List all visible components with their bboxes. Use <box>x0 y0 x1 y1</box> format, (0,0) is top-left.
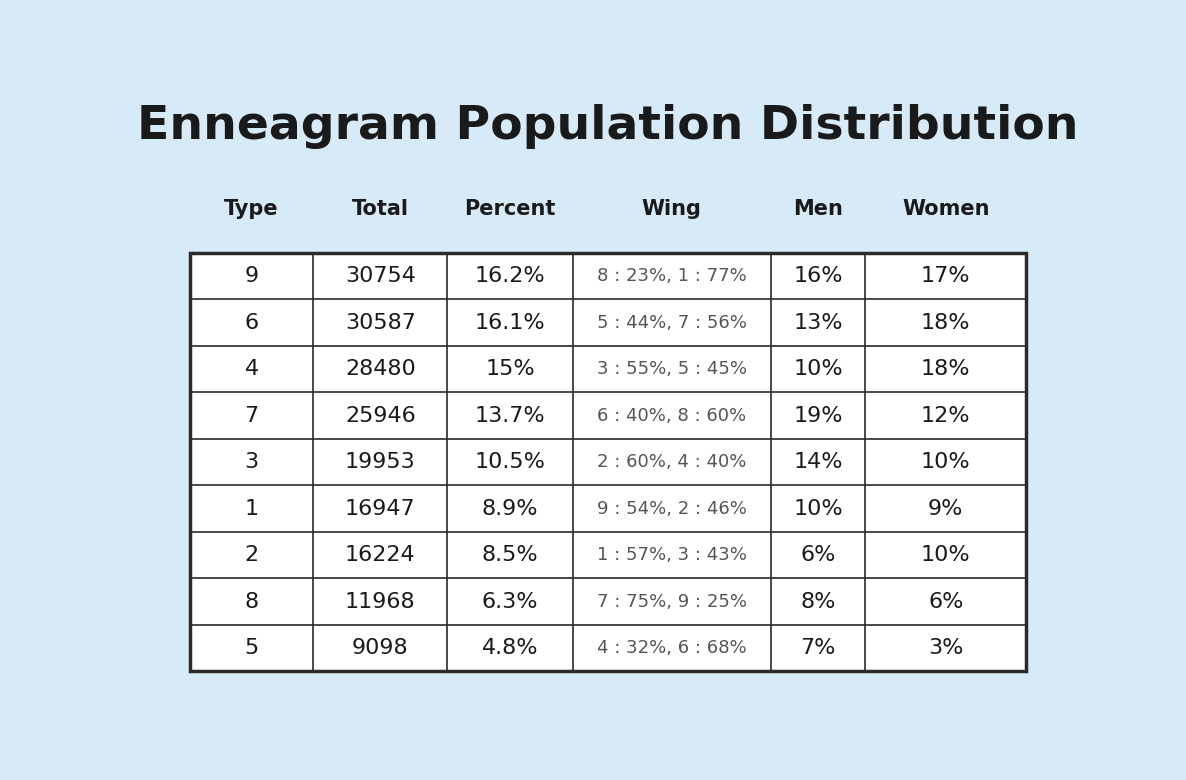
Text: 4: 4 <box>244 359 259 379</box>
Text: 8: 8 <box>244 591 259 612</box>
Text: 28480: 28480 <box>345 359 415 379</box>
Text: 19953: 19953 <box>345 452 415 472</box>
Text: Enneagram Population Distribution: Enneagram Population Distribution <box>138 105 1078 149</box>
Text: Men: Men <box>793 199 843 219</box>
Text: 9 : 54%, 2 : 46%: 9 : 54%, 2 : 46% <box>597 499 747 518</box>
Text: 30754: 30754 <box>345 266 416 286</box>
Text: 1: 1 <box>244 498 259 519</box>
Text: 17%: 17% <box>922 266 970 286</box>
Text: 13.7%: 13.7% <box>474 406 546 426</box>
Text: 10%: 10% <box>793 359 843 379</box>
Text: 2 : 60%, 4 : 40%: 2 : 60%, 4 : 40% <box>597 453 746 471</box>
Text: 30587: 30587 <box>345 313 416 332</box>
Text: Percent: Percent <box>464 199 556 219</box>
Text: 8.5%: 8.5% <box>482 545 538 565</box>
Text: 6 : 40%, 8 : 60%: 6 : 40%, 8 : 60% <box>598 406 746 424</box>
Text: 9%: 9% <box>929 498 963 519</box>
Text: 16224: 16224 <box>345 545 415 565</box>
Text: Women: Women <box>903 199 989 219</box>
Text: 6: 6 <box>244 313 259 332</box>
Text: 25946: 25946 <box>345 406 415 426</box>
Text: 16947: 16947 <box>345 498 415 519</box>
Text: 19%: 19% <box>793 406 843 426</box>
Text: 4 : 32%, 6 : 68%: 4 : 32%, 6 : 68% <box>597 639 747 657</box>
Text: 6%: 6% <box>929 591 963 612</box>
Text: 16%: 16% <box>793 266 843 286</box>
Text: Total: Total <box>352 199 409 219</box>
Bar <box>190 253 1026 672</box>
Text: 7%: 7% <box>801 638 836 658</box>
Text: 12%: 12% <box>922 406 970 426</box>
Text: 6.3%: 6.3% <box>482 591 538 612</box>
Text: 8.9%: 8.9% <box>482 498 538 519</box>
Text: 2: 2 <box>244 545 259 565</box>
Text: 14%: 14% <box>793 452 843 472</box>
Text: 10%: 10% <box>793 498 843 519</box>
Text: 18%: 18% <box>922 313 970 332</box>
Text: 16.1%: 16.1% <box>474 313 546 332</box>
Text: Type: Type <box>224 199 279 219</box>
Text: 11968: 11968 <box>345 591 415 612</box>
Text: 4.8%: 4.8% <box>482 638 538 658</box>
Text: 5 : 44%, 7 : 56%: 5 : 44%, 7 : 56% <box>597 314 747 332</box>
Text: 7 : 75%, 9 : 25%: 7 : 75%, 9 : 25% <box>597 593 747 611</box>
Text: 15%: 15% <box>485 359 535 379</box>
Text: 9: 9 <box>244 266 259 286</box>
Bar <box>190 253 1026 672</box>
Text: 1 : 57%, 3 : 43%: 1 : 57%, 3 : 43% <box>597 546 747 564</box>
Text: 7: 7 <box>244 406 259 426</box>
Text: 6%: 6% <box>801 545 836 565</box>
Text: 3: 3 <box>244 452 259 472</box>
Text: 5: 5 <box>244 638 259 658</box>
Text: 18%: 18% <box>922 359 970 379</box>
Text: 10%: 10% <box>920 545 970 565</box>
Text: 3 : 55%, 5 : 45%: 3 : 55%, 5 : 45% <box>597 360 747 378</box>
Text: 10.5%: 10.5% <box>474 452 546 472</box>
Text: 13%: 13% <box>793 313 843 332</box>
Text: Wing: Wing <box>642 199 702 219</box>
Text: 10%: 10% <box>920 452 970 472</box>
Text: 16.2%: 16.2% <box>474 266 546 286</box>
Text: 9098: 9098 <box>352 638 409 658</box>
Text: 8%: 8% <box>801 591 836 612</box>
Text: 8 : 23%, 1 : 77%: 8 : 23%, 1 : 77% <box>597 267 747 285</box>
Text: 3%: 3% <box>929 638 963 658</box>
